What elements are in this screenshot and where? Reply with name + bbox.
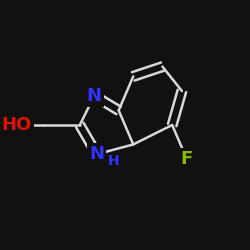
Text: HO: HO xyxy=(2,116,32,134)
Text: N: N xyxy=(87,87,102,105)
Text: H: H xyxy=(108,154,120,168)
Text: F: F xyxy=(181,150,193,168)
Text: N: N xyxy=(89,145,104,163)
